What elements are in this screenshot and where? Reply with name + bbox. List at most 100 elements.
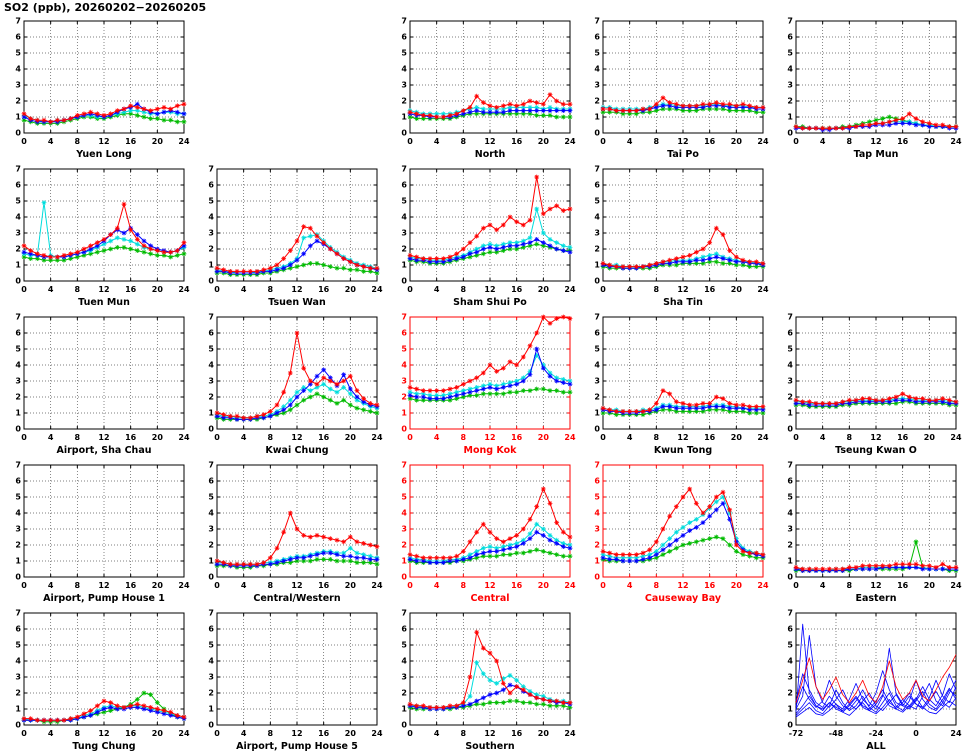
svg-text:4: 4: [434, 137, 440, 146]
svg-text:24: 24: [178, 285, 190, 294]
svg-text:6: 6: [401, 625, 407, 634]
svg-text:5: 5: [787, 641, 793, 650]
svg-text:4: 4: [787, 509, 793, 518]
svg-text:8: 8: [461, 433, 467, 442]
svg-text:24: 24: [371, 581, 383, 590]
svg-text:6: 6: [787, 329, 793, 338]
svg-text:2: 2: [787, 541, 793, 550]
svg-text:7: 7: [15, 165, 21, 174]
svg-text:7: 7: [594, 17, 600, 26]
svg-text:20: 20: [345, 581, 357, 590]
svg-text:5: 5: [401, 493, 407, 502]
svg-text:6: 6: [594, 329, 600, 338]
svg-text:6: 6: [594, 477, 600, 486]
svg-text:20: 20: [538, 285, 550, 294]
svg-text:3: 3: [15, 229, 21, 238]
svg-text:16: 16: [318, 581, 330, 590]
chart-grid: 0 1 2 3 4 5 6 7 0 4 8 12 16 20 24 Yuen Long 0 1 2 3 4 5 6 7 0 4 8 1…: [0, 15, 965, 755]
svg-text:4: 4: [594, 65, 600, 74]
svg-text:4: 4: [241, 433, 247, 442]
svg-text:0: 0: [15, 129, 21, 138]
svg-text:8: 8: [847, 581, 853, 590]
svg-text:3: 3: [401, 673, 407, 682]
svg-text:0: 0: [787, 129, 793, 138]
panel-label-all: ALL: [866, 741, 885, 752]
svg-text:4: 4: [15, 657, 21, 666]
svg-text:8: 8: [75, 581, 81, 590]
svg-text:16: 16: [125, 433, 137, 442]
svg-text:12: 12: [291, 581, 302, 590]
svg-text:4: 4: [434, 729, 440, 738]
svg-text:16: 16: [511, 729, 523, 738]
svg-text:6: 6: [594, 181, 600, 190]
cell-central: 0 1 2 3 4 5 6 7 0 4 8 12 16 20 24 Central: [386, 459, 579, 607]
svg-text:0: 0: [793, 581, 799, 590]
panel-label-tsuen-wan: Tsuen Wan: [268, 297, 326, 308]
svg-text:20: 20: [345, 729, 357, 738]
svg-text:0: 0: [401, 277, 407, 286]
cell-tsuen-wan: 0 1 2 3 4 5 6 7 0 4 8 12 16 20 24 Tsuen Wan: [193, 163, 386, 311]
svg-text:2: 2: [401, 97, 407, 106]
svg-text:3: 3: [208, 377, 214, 386]
svg-text:4: 4: [787, 65, 793, 74]
svg-text:4: 4: [15, 509, 21, 518]
svg-text:1: 1: [594, 113, 600, 122]
svg-text:4: 4: [627, 581, 633, 590]
svg-text:3: 3: [787, 525, 793, 534]
svg-text:-72: -72: [789, 729, 803, 738]
svg-text:1: 1: [15, 705, 21, 714]
svg-text:1: 1: [401, 261, 407, 270]
svg-text:2: 2: [594, 541, 600, 550]
svg-text:1: 1: [594, 557, 600, 566]
panel-label-mong-kok: Mong Kok: [464, 445, 518, 456]
svg-text:5: 5: [594, 493, 600, 502]
svg-text:4: 4: [401, 509, 407, 518]
svg-text:4: 4: [594, 361, 600, 370]
svg-text:8: 8: [654, 285, 660, 294]
svg-text:3: 3: [787, 377, 793, 386]
svg-text:0: 0: [600, 433, 606, 442]
svg-text:1: 1: [787, 113, 793, 122]
cell-airport-pump-house-5: 0 1 2 3 4 5 6 7 0 4 8 12 16 20 24 Airport, Pump House 5: [193, 607, 386, 755]
svg-text:16: 16: [704, 433, 716, 442]
svg-text:1: 1: [787, 409, 793, 418]
svg-text:5: 5: [15, 345, 21, 354]
svg-text:0: 0: [594, 129, 600, 138]
svg-text:0: 0: [15, 277, 21, 286]
svg-text:16: 16: [897, 137, 909, 146]
svg-text:0: 0: [15, 573, 21, 582]
svg-text:8: 8: [268, 285, 274, 294]
cell-mong-kok: 0 1 2 3 4 5 6 7 0 4 8 12 16 20 24 Mong Kok: [386, 311, 579, 459]
svg-text:5: 5: [15, 493, 21, 502]
svg-text:12: 12: [870, 433, 881, 442]
panel-label-southern: Southern: [465, 741, 515, 752]
svg-text:8: 8: [75, 137, 81, 146]
svg-text:0: 0: [208, 425, 214, 434]
svg-text:8: 8: [654, 433, 660, 442]
svg-text:24: 24: [757, 285, 769, 294]
svg-text:0: 0: [600, 285, 606, 294]
svg-text:16: 16: [704, 581, 716, 590]
svg-text:20: 20: [152, 285, 164, 294]
svg-text:12: 12: [870, 581, 881, 590]
svg-text:0: 0: [15, 721, 21, 730]
svg-text:0: 0: [913, 729, 919, 738]
svg-text:6: 6: [401, 477, 407, 486]
svg-text:8: 8: [75, 729, 81, 738]
svg-text:20: 20: [924, 433, 936, 442]
svg-text:16: 16: [897, 581, 909, 590]
svg-text:5: 5: [787, 345, 793, 354]
svg-text:24: 24: [371, 729, 383, 738]
svg-text:3: 3: [787, 673, 793, 682]
panel-label-central-western: Central/Western: [253, 593, 340, 604]
svg-text:12: 12: [677, 285, 688, 294]
svg-text:6: 6: [401, 181, 407, 190]
svg-text:24: 24: [564, 137, 576, 146]
svg-text:7: 7: [208, 461, 214, 470]
svg-text:7: 7: [787, 609, 793, 618]
svg-text:0: 0: [21, 285, 27, 294]
